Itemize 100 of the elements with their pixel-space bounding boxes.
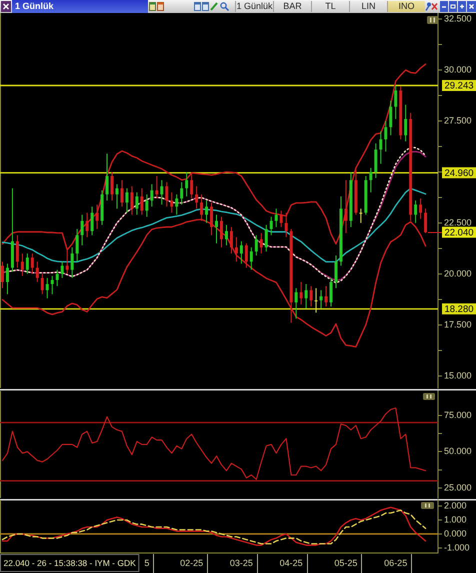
- candlestick: [125, 188, 128, 214]
- y-tick-label: 22.500: [444, 217, 472, 228]
- candlestick: [90, 206, 94, 236]
- candlestick: [165, 182, 168, 208]
- candlestick: [404, 104, 408, 142]
- x-tick-label: 5: [144, 558, 150, 568]
- candlestick: [310, 286, 313, 307]
- candlestick: [70, 246, 74, 278]
- candlestick: [260, 232, 263, 254]
- title-bar: 1 Günlük: [12, 0, 148, 13]
- candlestick: [314, 288, 318, 314]
- candlestick: [284, 212, 288, 238]
- toolbar-button: TL: [311, 1, 349, 12]
- toolbar-button: INO: [387, 1, 425, 12]
- candlestick: [294, 288, 298, 320]
- candlestick: [30, 252, 34, 274]
- candlestick: [76, 228, 79, 262]
- toolbar-button: LIN: [349, 1, 387, 12]
- text: 22.040 - 26 - 15:38:38 - IYM - GDK: [4, 558, 136, 568]
- y-tick-label: 50.000: [444, 446, 472, 456]
- candlestick: [374, 142, 378, 179]
- candlestick: [270, 216, 273, 236]
- ref-line-label: 29.243: [444, 80, 474, 92]
- y-tick-label: 32.500: [444, 14, 472, 24]
- x-tick-label: 05-25: [334, 558, 358, 568]
- candlestick: [190, 171, 194, 199]
- candlestick: [384, 120, 388, 152]
- candlestick: [86, 212, 89, 238]
- candlestick: [36, 261, 39, 283]
- ref-line-label: 18.280: [444, 304, 474, 316]
- y-tick-label: 17.500: [444, 319, 472, 330]
- candlestick: [16, 234, 19, 268]
- candlestick: [274, 208, 278, 228]
- y-tick-label: 75.000: [444, 410, 472, 420]
- candlestick: [175, 194, 178, 216]
- candlestick: [195, 186, 198, 210]
- y-tick-label: 30.000: [444, 64, 472, 75]
- candlestick: [130, 186, 134, 216]
- candlestick: [155, 176, 158, 199]
- candlestick: [250, 246, 253, 270]
- ref-line-label: 24.960: [444, 168, 474, 179]
- candlestick: [424, 208, 428, 234]
- candlestick: [369, 167, 372, 193]
- x-tick-label: 02-25: [180, 558, 204, 568]
- candlestick: [344, 180, 348, 234]
- chart-title: 1 Günlük: [15, 0, 54, 13]
- x-tick-label: 03-25: [230, 558, 253, 568]
- candlestick: [110, 171, 114, 201]
- candlestick: [205, 200, 208, 224]
- candlestick: [180, 182, 184, 206]
- y-tick-label: -1.000: [444, 542, 470, 552]
- candlestick: [135, 192, 138, 216]
- y-tick-label: 20.000: [444, 268, 472, 278]
- x-tick-label: 06-25: [384, 558, 408, 568]
- candlestick: [140, 188, 144, 216]
- candlestick: [6, 263, 9, 295]
- candlestick: [280, 210, 283, 228]
- candlestick: [389, 100, 392, 136]
- candlestick: [145, 194, 148, 218]
- candlestick: [50, 275, 54, 295]
- candlestick: [40, 273, 44, 295]
- candlestick: [215, 214, 218, 244]
- y-tick-label: 27.500: [444, 116, 472, 126]
- y-tick-label: 15.000: [444, 370, 472, 380]
- candlestick: [230, 226, 233, 254]
- candlestick: [414, 200, 418, 224]
- candlestick: [394, 85, 398, 120]
- candlestick: [320, 290, 323, 310]
- candlestick: [56, 269, 59, 287]
- candlestick: [329, 277, 332, 307]
- candlestick: [334, 255, 338, 289]
- candlestick: [0, 261, 4, 289]
- candlestick: [240, 240, 243, 264]
- candlestick: [46, 277, 49, 299]
- candlestick: [324, 286, 328, 307]
- candlestick: [96, 204, 99, 230]
- candlestick: [224, 224, 228, 246]
- candlestick: [419, 198, 422, 220]
- candlestick: [26, 252, 29, 274]
- x-tick-label: 04-25: [280, 558, 303, 568]
- y-tick-label: 2.000: [444, 500, 467, 510]
- candlestick: [60, 261, 64, 278]
- candlestick: [234, 236, 238, 262]
- y-tick-label: 0.000: [444, 528, 467, 538]
- candlestick: [106, 153, 109, 201]
- toolbar-button: BAR: [273, 1, 311, 12]
- candlestick: [359, 208, 362, 224]
- candlestick: [379, 130, 382, 164]
- candlestick: [244, 242, 248, 268]
- candlestick: [254, 234, 258, 256]
- text: 22.040: [444, 227, 474, 238]
- candlestick: [264, 224, 268, 252]
- candlestick: [120, 180, 124, 208]
- candlestick: [160, 180, 164, 206]
- toolbar-button: 1 Günlük: [235, 1, 273, 12]
- candlestick: [300, 282, 303, 305]
- y-tick-label: 25.000: [444, 482, 472, 493]
- y-tick-label: 1.000: [444, 514, 467, 524]
- candlestick: [20, 252, 24, 276]
- candlestick: [150, 184, 154, 208]
